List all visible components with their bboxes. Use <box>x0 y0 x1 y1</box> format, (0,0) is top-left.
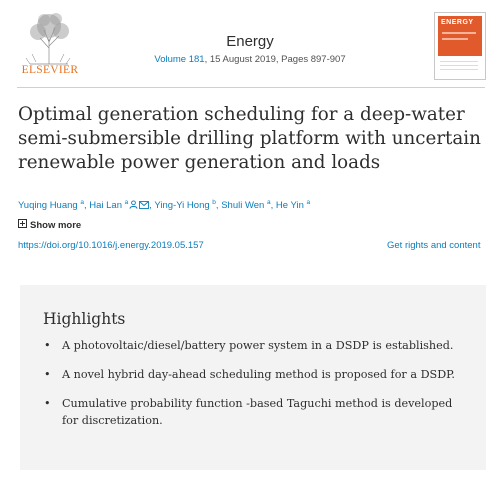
author-link[interactable]: Shuli Wen a <box>221 199 271 212</box>
author-link[interactable]: Hai Lan a <box>89 199 129 212</box>
journal-issue-info: Volume 181, 15 August 2019, Pages 897-90… <box>0 54 500 65</box>
bullet-icon: • <box>44 339 51 352</box>
doi-link[interactable]: https://doi.org/10.1016/j.energy.2019.05… <box>18 240 204 251</box>
person-icon[interactable] <box>129 200 138 212</box>
publisher-wordmark[interactable]: ELSEVIER <box>21 64 79 76</box>
bullet-icon: • <box>44 368 51 381</box>
bullet-icon: • <box>44 397 51 410</box>
author-link[interactable]: Yuqing Huang a <box>18 199 84 212</box>
journal-cover-thumbnail[interactable]: ENERGY <box>434 12 486 80</box>
elsevier-tree-logo[interactable] <box>18 8 80 78</box>
plus-box-icon <box>18 219 27 228</box>
highlight-item: • A novel hybrid day-ahead scheduling me… <box>44 367 464 384</box>
author-link[interactable]: He Yin a <box>275 199 311 212</box>
author-link[interactable]: Ying-Yi Hong b <box>154 199 216 212</box>
show-more-button[interactable]: Show more <box>18 219 81 231</box>
highlights-panel <box>20 285 486 470</box>
highlight-item: • Cumulative probability function -based… <box>44 397 453 427</box>
volume-link[interactable]: Volume 181 <box>154 54 205 65</box>
highlights-heading: Highlights <box>43 310 126 328</box>
highlight-item: • A photovoltaic/diesel/battery power sy… <box>44 338 464 355</box>
journal-title[interactable]: Energy <box>226 33 274 50</box>
cover-label: ENERGY <box>441 19 474 26</box>
author-list: Yuqing Huang a, Hai Lan a, Ying-Yi Hong … <box>18 199 311 212</box>
envelope-icon[interactable] <box>139 201 150 212</box>
rights-link[interactable]: Get rights and content <box>387 240 481 251</box>
article-title: Optimal generation scheduling for a deep… <box>18 104 481 173</box>
issue-details: , 15 August 2019, Pages 897-907 <box>204 54 346 65</box>
header-divider <box>17 87 485 88</box>
